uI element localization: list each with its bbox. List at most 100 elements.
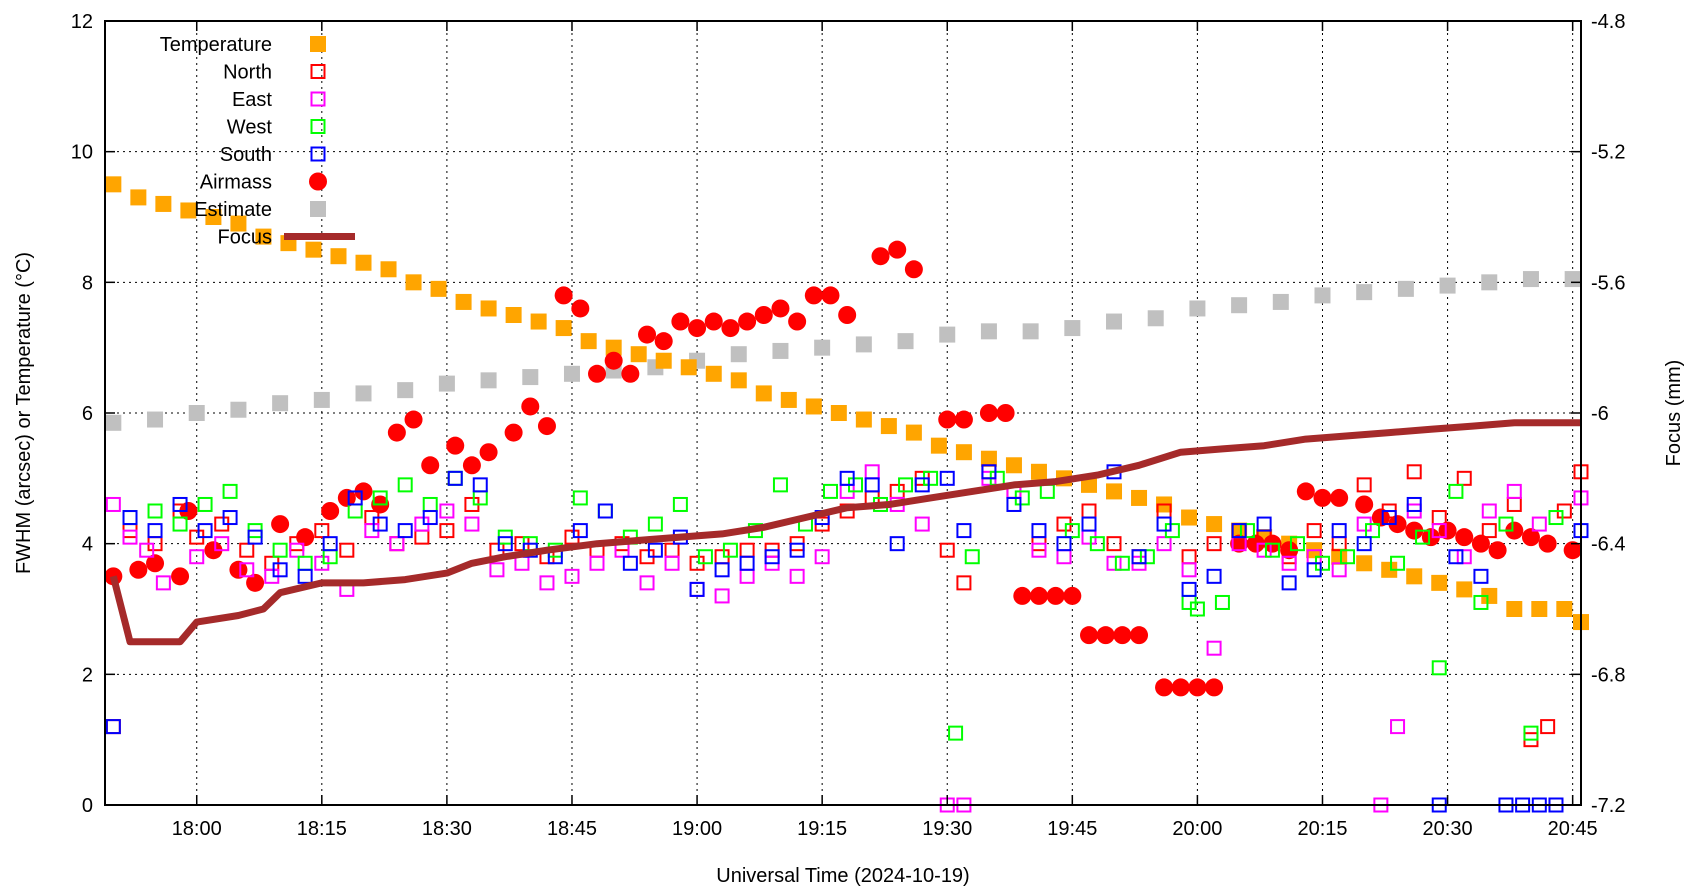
temperature-point (805, 398, 822, 415)
east-point (1390, 719, 1406, 735)
temperature-point (480, 300, 497, 317)
airmass-point (1296, 482, 1315, 501)
airmass-point (1246, 534, 1265, 553)
estimate-point (1147, 310, 1164, 327)
east-point (489, 562, 505, 578)
east-point (864, 464, 880, 480)
west-point (197, 496, 213, 512)
south-point (105, 719, 121, 735)
south-point (956, 523, 972, 539)
west-point (1498, 516, 1514, 532)
airmass-point (771, 299, 790, 318)
temperature-point (580, 333, 597, 350)
south-point (497, 536, 513, 552)
temperature-point (455, 293, 472, 310)
airmass-point (537, 417, 556, 436)
estimate-point (939, 326, 956, 343)
estimate-point (522, 369, 539, 386)
east-point (1181, 562, 1197, 578)
temperature-point (330, 248, 347, 265)
y-left-tick-label: 8 (82, 272, 93, 294)
airmass-point (1521, 528, 1540, 547)
south-point (322, 536, 338, 552)
y-left-tick-label: 2 (82, 664, 93, 686)
y-right-tick-label: -7.2 (1591, 795, 1625, 817)
south-point (1156, 516, 1172, 532)
y-right-tick-label: -6.8 (1591, 664, 1625, 686)
legend: Temperature North East West South Airmass Esti… (160, 34, 355, 249)
west-point (1340, 549, 1356, 565)
y-right-tick-label: -6.4 (1591, 534, 1625, 556)
estimate-point (814, 339, 831, 356)
temperature-point (305, 241, 322, 258)
series-estimate (105, 271, 1581, 431)
airmass-point (1313, 488, 1332, 507)
south-point (147, 523, 163, 539)
temperature-point (405, 274, 422, 291)
temperature-point (1406, 568, 1423, 585)
temperature-point (1481, 587, 1498, 604)
west-point (964, 549, 980, 565)
airmass-point (1130, 626, 1149, 645)
east-point (139, 542, 155, 558)
temperature-point (680, 359, 697, 376)
temperature-point (1081, 476, 1097, 493)
north-point (414, 529, 430, 545)
south-point (1081, 516, 1097, 532)
legend-marker-north (310, 64, 326, 79)
legend-marker-south (310, 146, 326, 162)
x-tick-label: 18:15 (297, 818, 347, 840)
temperature-point (830, 405, 847, 421)
south-point (981, 464, 997, 480)
x-tick-label: 18:00 (172, 818, 222, 840)
estimate-point (1397, 280, 1414, 297)
legend-marker-estimate (310, 201, 326, 217)
airmass-point (1063, 586, 1082, 605)
estimate-point (438, 375, 455, 392)
east-point (564, 568, 580, 584)
north-point (664, 542, 680, 558)
airmass-point (479, 443, 498, 462)
airmass-point (296, 528, 315, 547)
west-point (948, 725, 964, 741)
estimate-point (313, 391, 330, 408)
airmass-point (1371, 508, 1390, 527)
east-point (1531, 516, 1547, 532)
east-point (714, 588, 730, 604)
estimate-point (480, 372, 497, 389)
west-point (422, 496, 438, 512)
north-point (1431, 510, 1447, 526)
airmass-point (1421, 528, 1440, 547)
west-point (572, 490, 588, 506)
north-point (1456, 470, 1472, 486)
south-point (347, 490, 363, 506)
airmass-point (1388, 515, 1407, 534)
temperature-point (930, 437, 947, 454)
west-point (1473, 594, 1489, 610)
west-point (347, 503, 363, 519)
west-point (1431, 660, 1447, 676)
airmass-point (271, 515, 290, 534)
temperature-point (105, 176, 122, 193)
y-right-tick-label: -6 (1591, 403, 1609, 425)
temperature-point (855, 411, 872, 428)
temperature-point (430, 280, 447, 297)
west-point (172, 516, 188, 532)
temperature-point (980, 450, 997, 467)
east-point (664, 555, 680, 571)
airmass-point (654, 332, 673, 351)
south-point (572, 523, 588, 539)
temperature-point (505, 307, 522, 323)
airmass-point (421, 456, 440, 475)
airmass-point (1230, 534, 1249, 553)
y-right-tick-label: -4.8 (1591, 11, 1625, 33)
east-point (1156, 536, 1172, 552)
west-point (1523, 725, 1539, 741)
north-point (1356, 477, 1372, 493)
east-point (539, 575, 555, 591)
estimate-point (1064, 320, 1081, 337)
south-point (447, 470, 463, 486)
north-point (1506, 496, 1522, 512)
estimate-point (1106, 313, 1123, 330)
west-point (1264, 542, 1280, 558)
